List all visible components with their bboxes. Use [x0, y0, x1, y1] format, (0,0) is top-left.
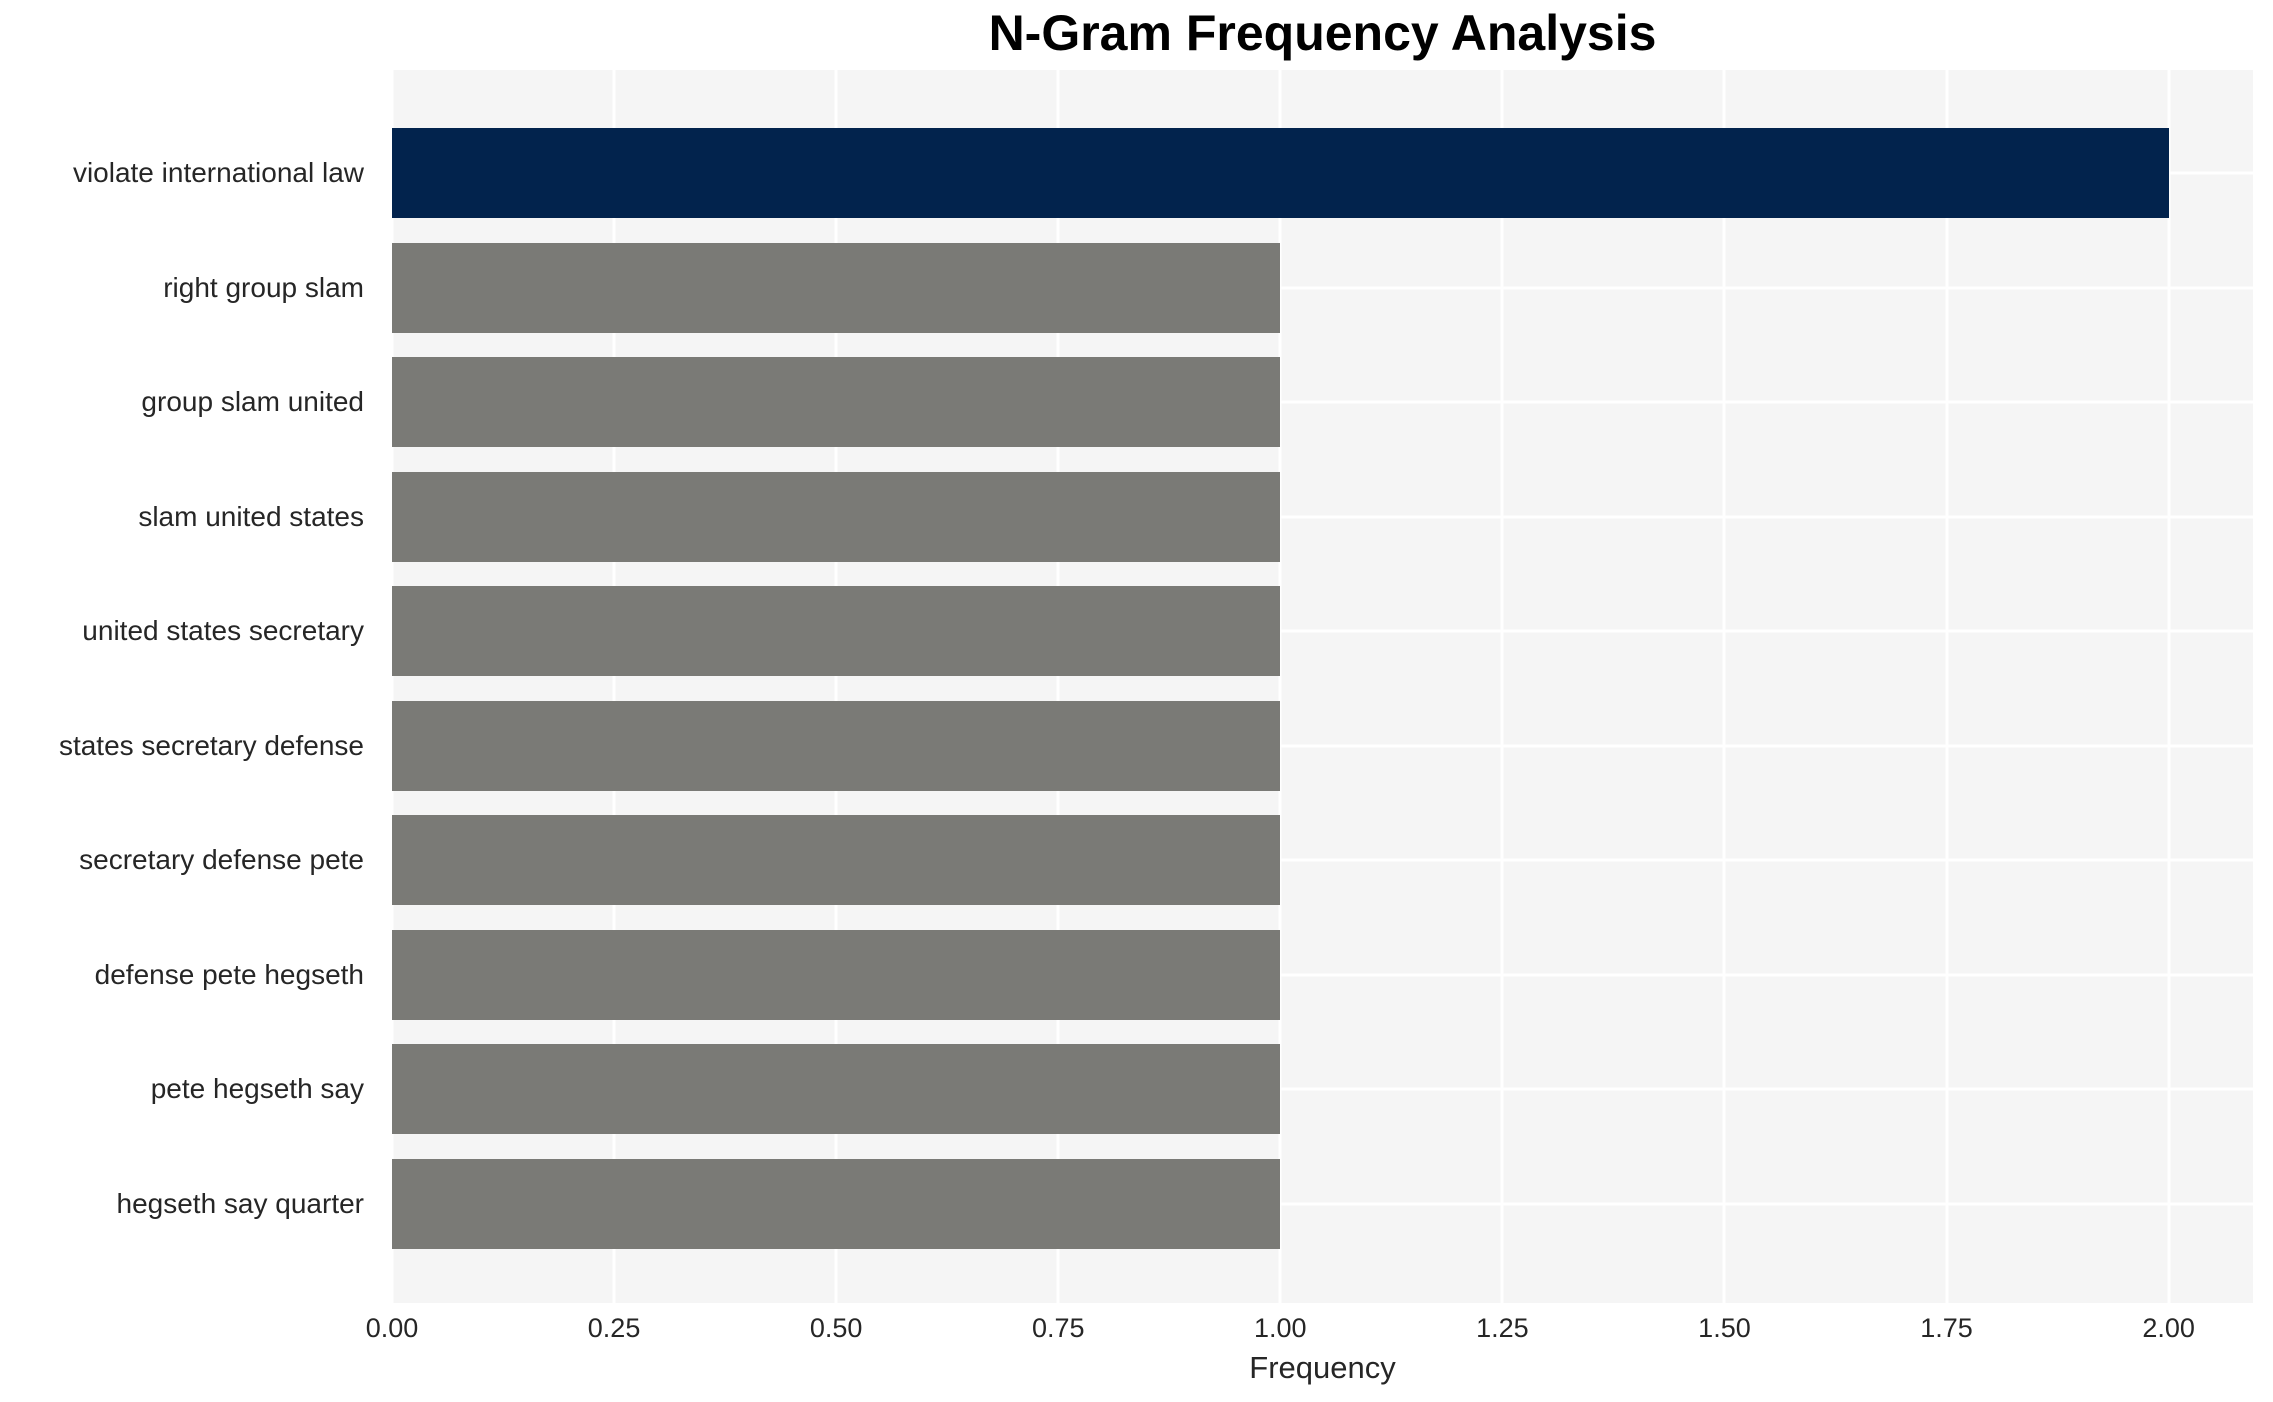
- x-axis-label: Frequency: [1249, 1350, 1396, 1385]
- x-tick-label: 1.75: [1920, 1313, 1973, 1343]
- y-tick-label: right group slam: [163, 271, 364, 303]
- chart-title: N-Gram Frequency Analysis: [988, 5, 1657, 61]
- y-tick-label: united states secretary: [82, 615, 364, 646]
- v-gridline-0.75: [1056, 70, 1060, 1303]
- v-gridline-0.00: [390, 70, 394, 1303]
- h-gridline: [392, 973, 2253, 976]
- x-tick-label: 2.00: [2142, 1313, 2195, 1343]
- v-gridline-2.00: [2167, 70, 2171, 1303]
- v-gridline-1.50: [1722, 70, 1726, 1303]
- h-gridline: [392, 858, 2253, 862]
- h-gridline: [392, 1087, 2253, 1091]
- v-gridline-1.00: [1278, 70, 1282, 1303]
- h-gridline: [392, 286, 2253, 289]
- y-axis-labels: violate international law right group sla…: [0, 70, 378, 1303]
- x-tick-label: 1.25: [1476, 1313, 1529, 1343]
- bar: [392, 471, 1281, 562]
- bar: [392, 700, 1281, 791]
- bar: [392, 1158, 1281, 1249]
- x-tick-label: 0.50: [809, 1313, 863, 1343]
- v-gridline-1.75: [1945, 70, 1949, 1303]
- y-tick-label: defense pete hegseth: [94, 958, 364, 990]
- bar: [392, 357, 1281, 447]
- y-tick-label: slam united states: [138, 500, 364, 532]
- bar: [392, 242, 1281, 333]
- bar: [392, 586, 1281, 676]
- x-tick-label: 0.25: [587, 1313, 641, 1343]
- y-tick-label: violate international law: [72, 157, 364, 188]
- bar: [392, 929, 1281, 1020]
- plot-area: [390, 70, 2253, 1303]
- v-gridline-1.25: [1500, 70, 1504, 1303]
- x-tick-label: 0.75: [1031, 1313, 1085, 1343]
- x-tick-label: 1.00: [1254, 1313, 1307, 1343]
- h-gridline: [392, 400, 2253, 404]
- y-tick-label: hegseth say quarter: [116, 1187, 365, 1219]
- x-axis-ticks: 0.00 0.25 0.50 0.75 1.00 1.25 1.50 1.75 2.00: [366, 1303, 2253, 1349]
- h-gridline: [392, 629, 2253, 633]
- bar: [392, 815, 1281, 905]
- y-tick-label: pete hegseth say: [150, 1073, 364, 1104]
- y-tick-label: group slam united: [141, 386, 364, 417]
- h-gridline: [392, 744, 2253, 747]
- y-tick-label: states secretary defense: [58, 729, 364, 761]
- x-tick-label: 1.50: [1698, 1313, 1751, 1343]
- y-tick-label: secretary defense pete: [79, 844, 364, 875]
- bar: [392, 128, 2169, 218]
- h-gridline: [392, 515, 2253, 518]
- h-gridline: [392, 1202, 2253, 1205]
- bar: [392, 1044, 1281, 1134]
- v-gridline-0.50: [834, 70, 838, 1303]
- x-tick-label: 0.00: [365, 1313, 419, 1343]
- v-gridline-0.25: [612, 70, 616, 1303]
